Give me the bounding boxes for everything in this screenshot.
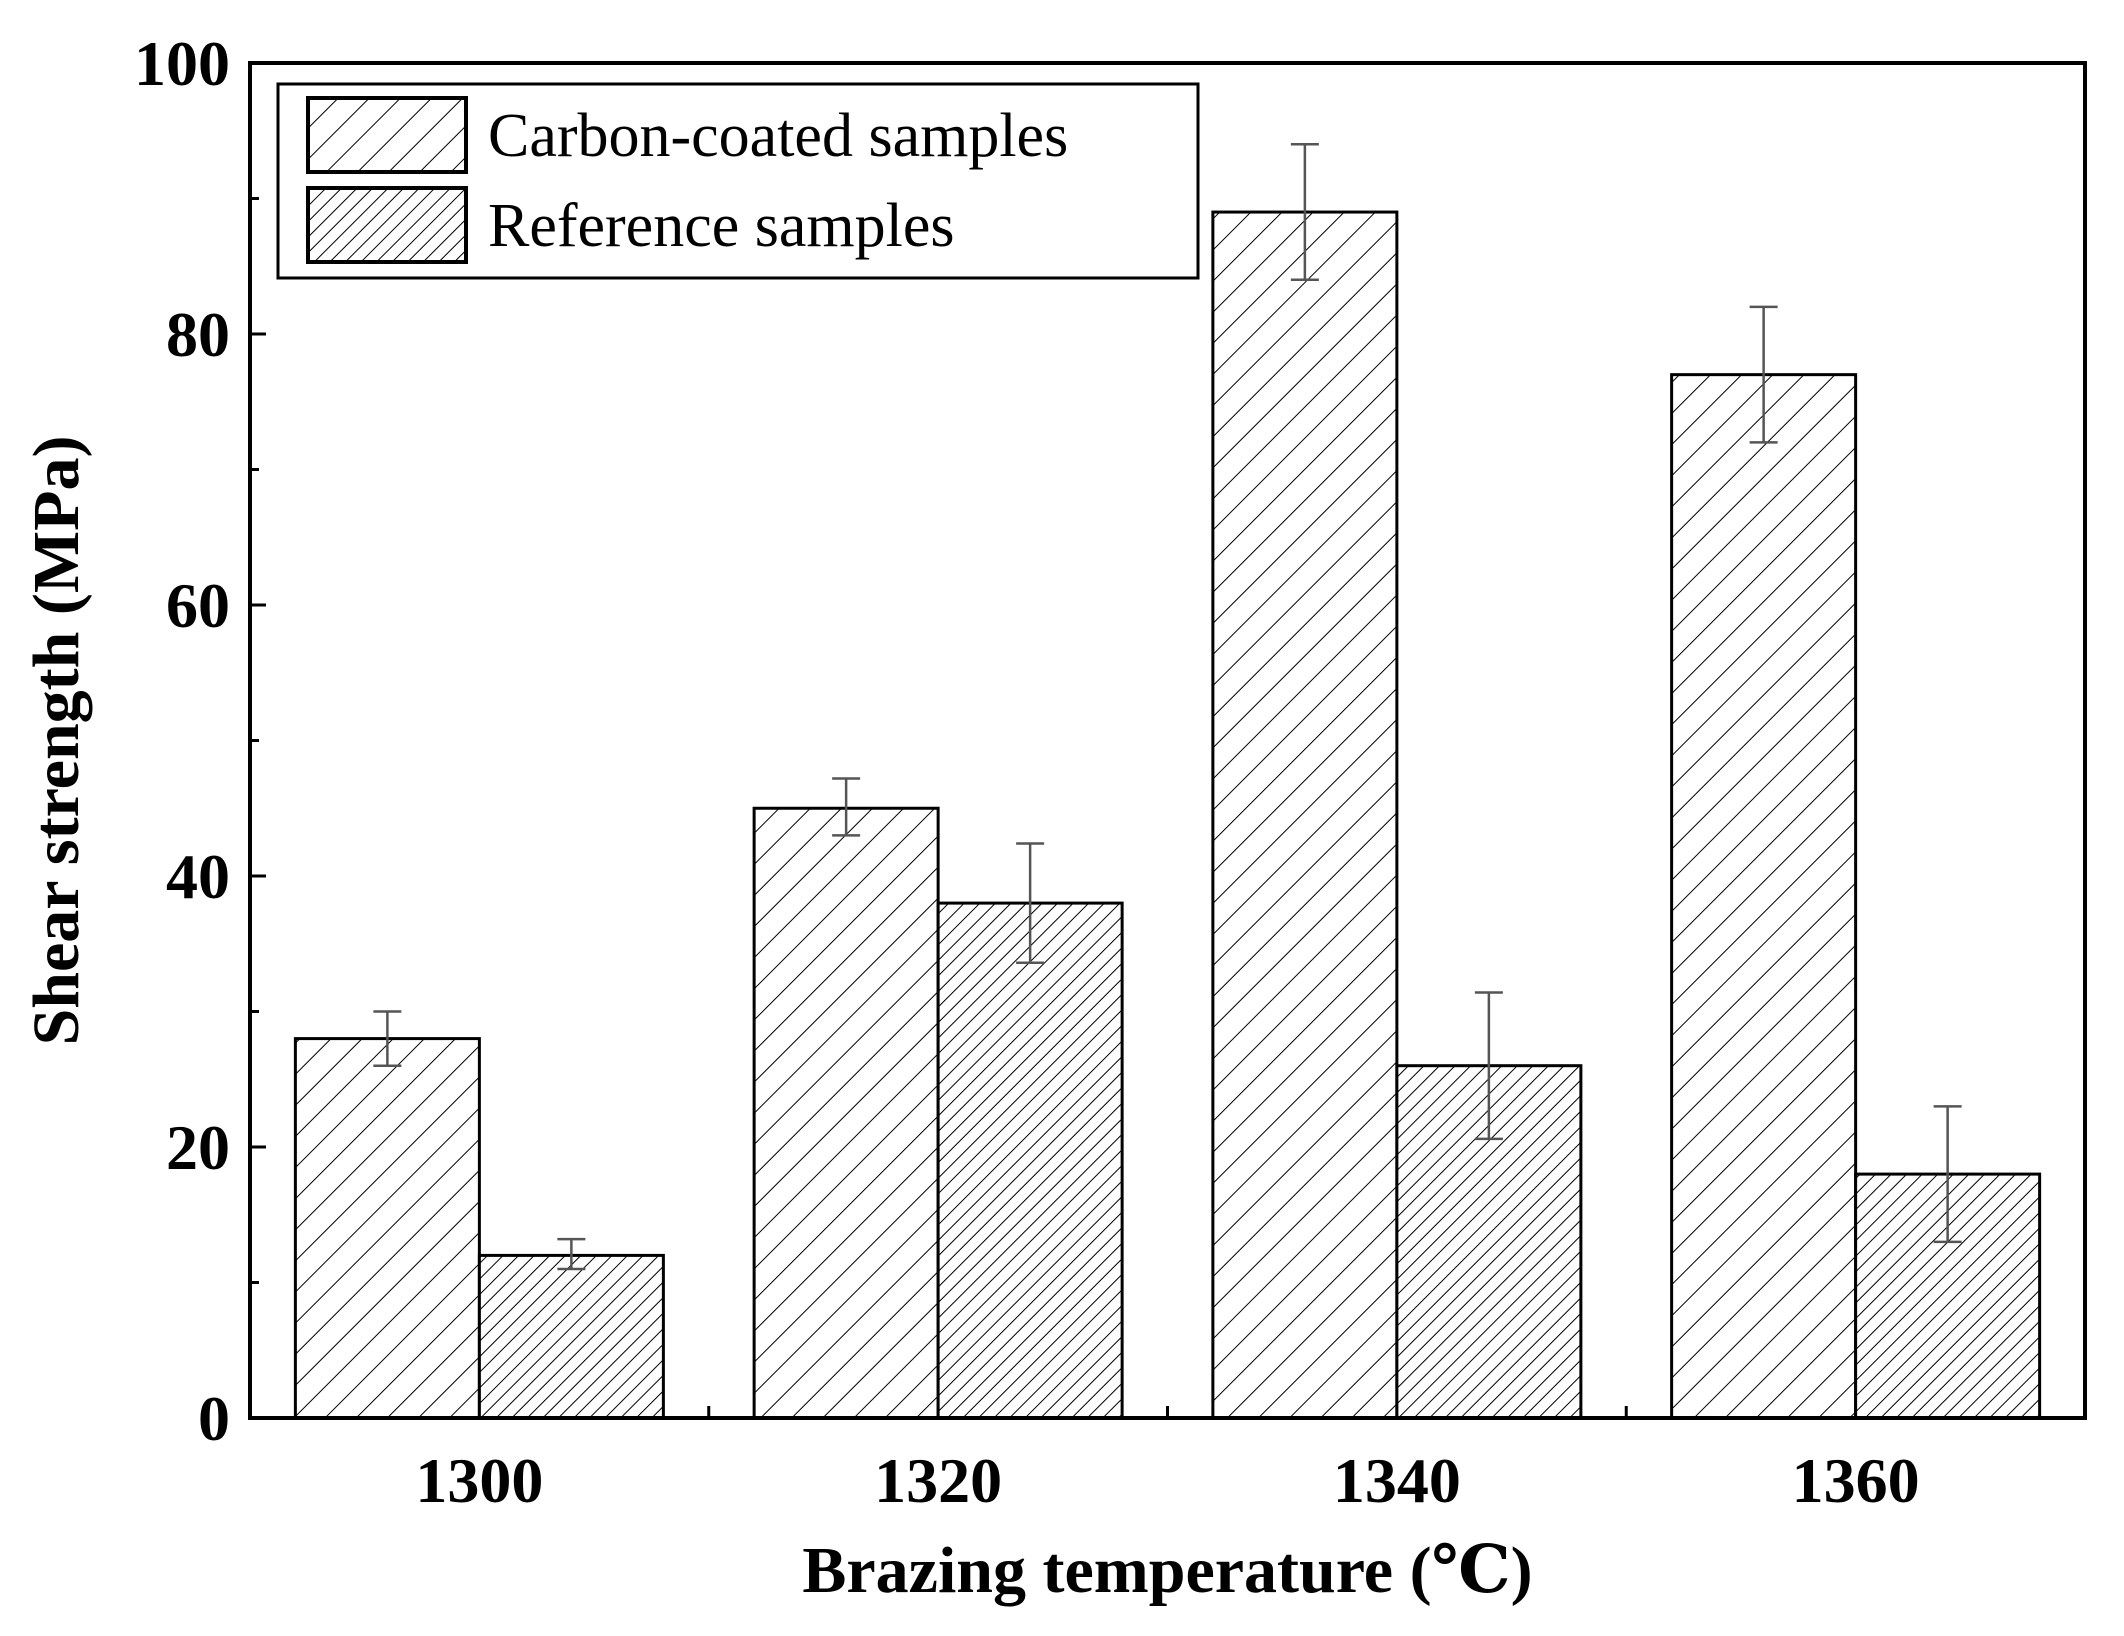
errorbar-carbon-coated-1360 — [1749, 305, 1778, 444]
legend-swatch-carbon-coated — [306, 96, 468, 174]
y-tick-label: 80 — [166, 299, 230, 370]
legend-label-carbon-coated: Carbon-coated samples — [488, 102, 1068, 170]
x-tick-label: 1360 — [1792, 1445, 1920, 1516]
bar-carbon-coated-1300 — [293, 1037, 481, 1420]
x-tick-label: 1340 — [1333, 1445, 1461, 1516]
errorbar-carbon-coated-1300 — [373, 1010, 402, 1067]
y-tick-label: 0 — [198, 1383, 230, 1454]
errorbar-reference-1300 — [557, 1237, 586, 1271]
errorbars-layer — [373, 143, 1962, 1271]
x-axis-title: Brazing temperature (℃) — [802, 1534, 1532, 1607]
bar-reference-1300 — [477, 1253, 665, 1420]
bar-carbon-coated-1320 — [752, 806, 940, 1420]
errorbar-reference-1360 — [1933, 1105, 1962, 1244]
errorbar-carbon-coated-1340 — [1290, 143, 1319, 282]
y-tick-label: 40 — [166, 841, 230, 912]
y-tick-label: 20 — [166, 1112, 230, 1183]
bar-reference-1320 — [936, 901, 1124, 1420]
bar-carbon-coated-1360 — [1670, 373, 1858, 1420]
legend-label-reference: Reference samples — [488, 192, 954, 260]
x-tick-label: 1300 — [415, 1445, 543, 1516]
bar-carbon-coated-1340 — [1211, 210, 1399, 1420]
legend-swatch-reference — [306, 186, 468, 264]
x-axis: 1300 1320 1340 1360 — [415, 1406, 1920, 1516]
y-tick-label: 100 — [134, 28, 230, 99]
y-tick-label: 60 — [166, 570, 230, 641]
y-axis-title: Shear strength (MPa) — [20, 436, 93, 1046]
y-axis: 0 20 40 60 80 100 — [134, 28, 266, 1454]
x-tick-label: 1320 — [874, 1445, 1002, 1516]
legend: Carbon-coated samples Reference samples — [276, 82, 1200, 280]
bars-layer — [293, 210, 2042, 1420]
errorbar-reference-1320 — [1016, 842, 1045, 964]
errorbar-reference-1340 — [1474, 991, 1503, 1141]
errorbar-carbon-coated-1320 — [832, 777, 861, 837]
